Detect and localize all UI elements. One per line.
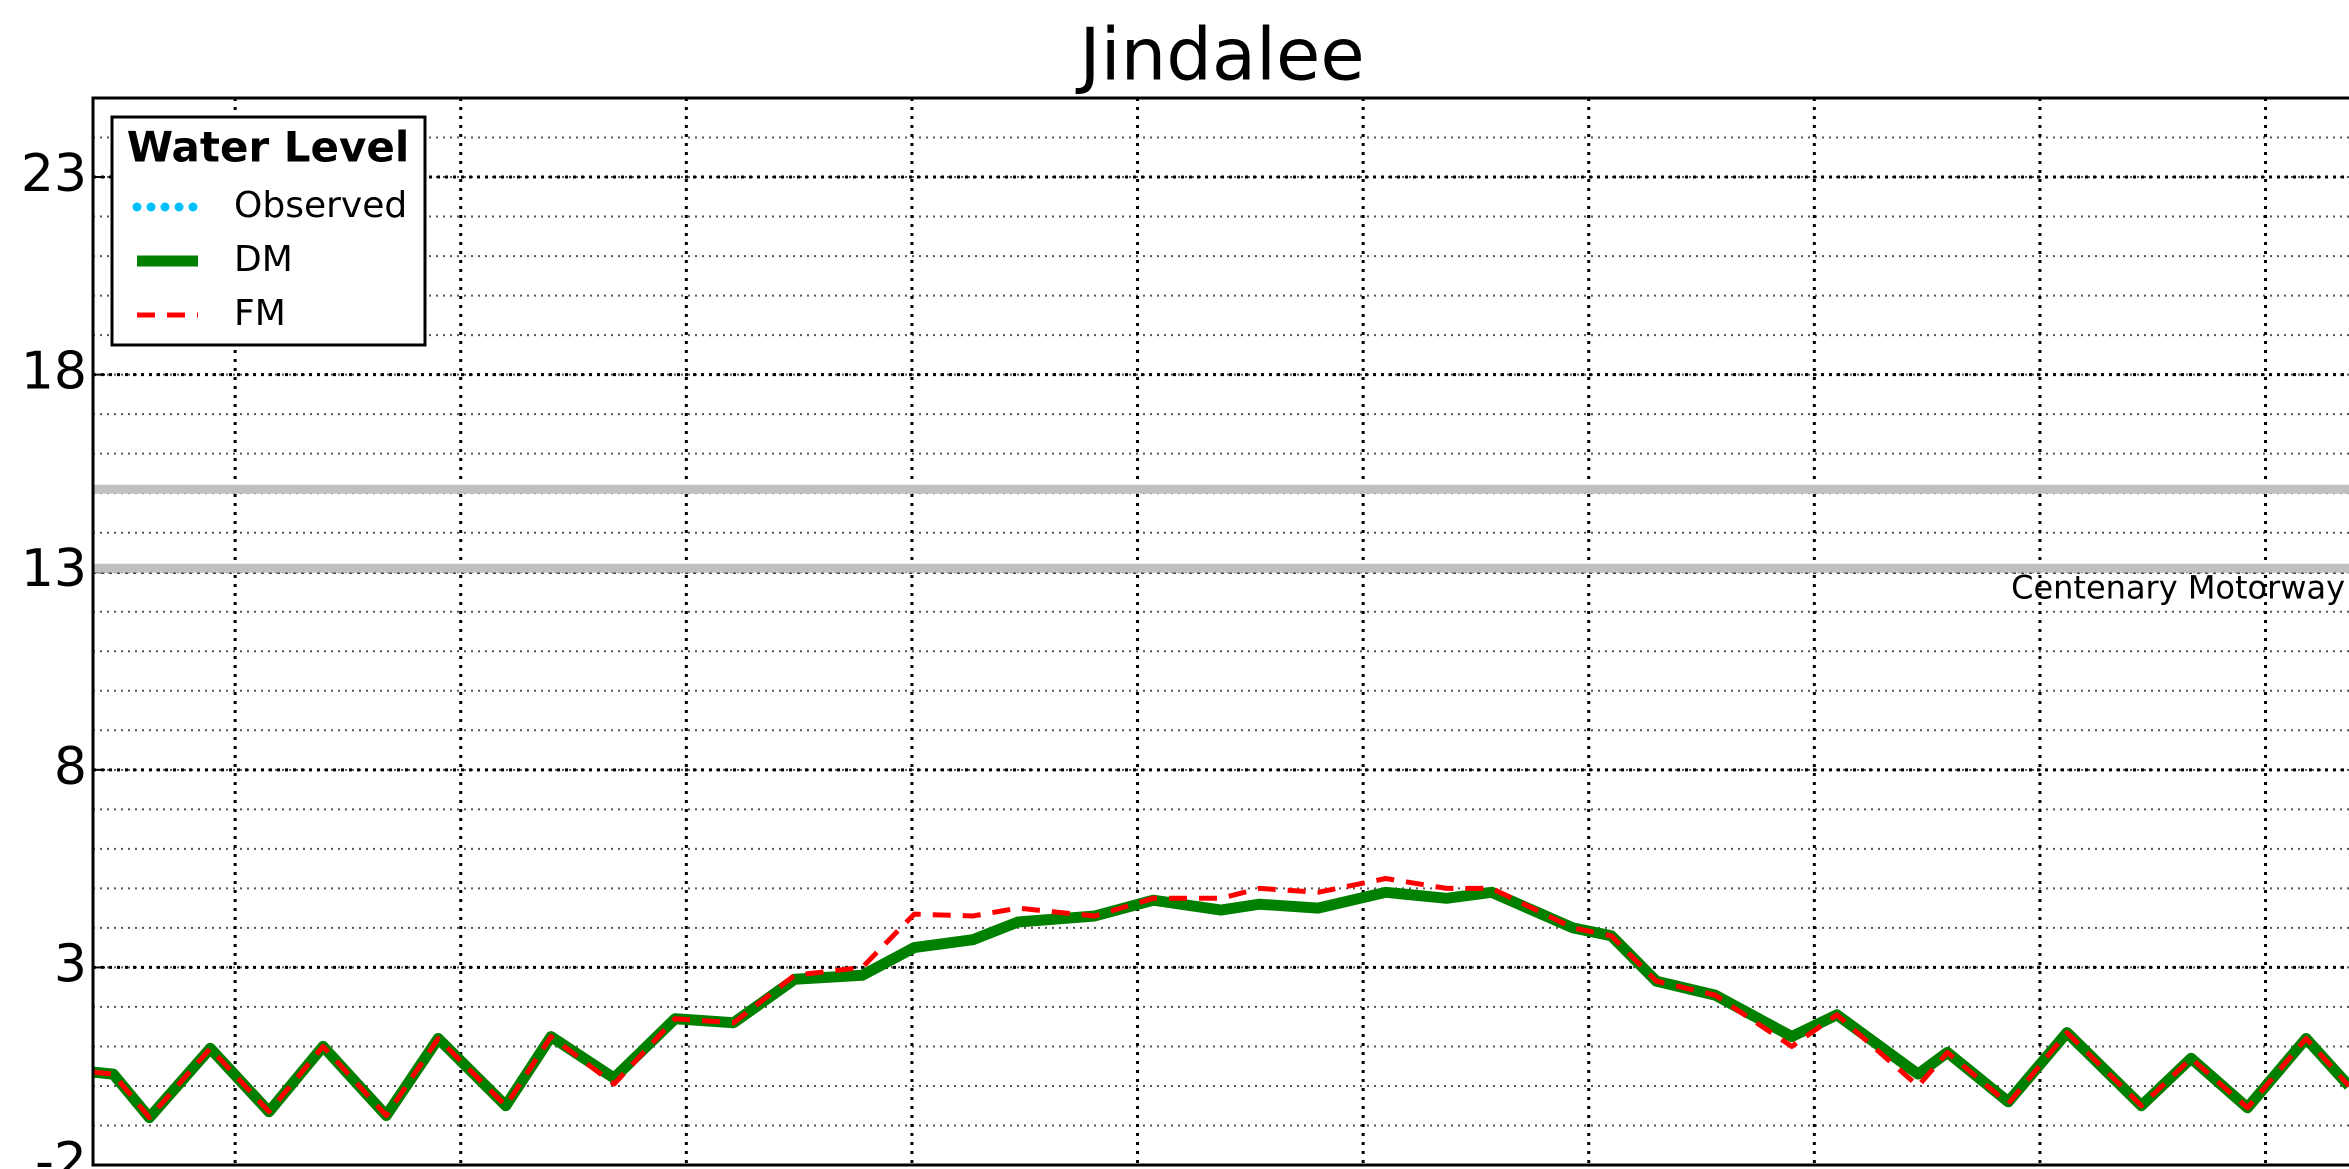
y-tick-label: 8 xyxy=(54,737,87,797)
legend-label: Observed xyxy=(234,185,407,226)
y-tick-label: 18 xyxy=(21,342,87,402)
y-tick-label: 23 xyxy=(21,144,87,204)
y-tick-label: -2 xyxy=(35,1132,87,1169)
series-line xyxy=(92,886,2349,1124)
series-line xyxy=(92,876,2349,1121)
legend-box xyxy=(110,115,427,347)
y-tick-label: 3 xyxy=(54,934,87,994)
plot-frame xyxy=(91,96,2349,1167)
legend-label: DM xyxy=(234,239,293,280)
legend-title: Water Level xyxy=(127,123,410,172)
legend-label: FM xyxy=(234,293,286,334)
chart-title: Jindalee xyxy=(1075,13,1364,97)
y-tick-label: 13 xyxy=(21,539,87,599)
legend: Water Level Observed DM FM xyxy=(110,115,427,347)
reference-label: Centenary Motorway xyxy=(2011,568,2345,606)
